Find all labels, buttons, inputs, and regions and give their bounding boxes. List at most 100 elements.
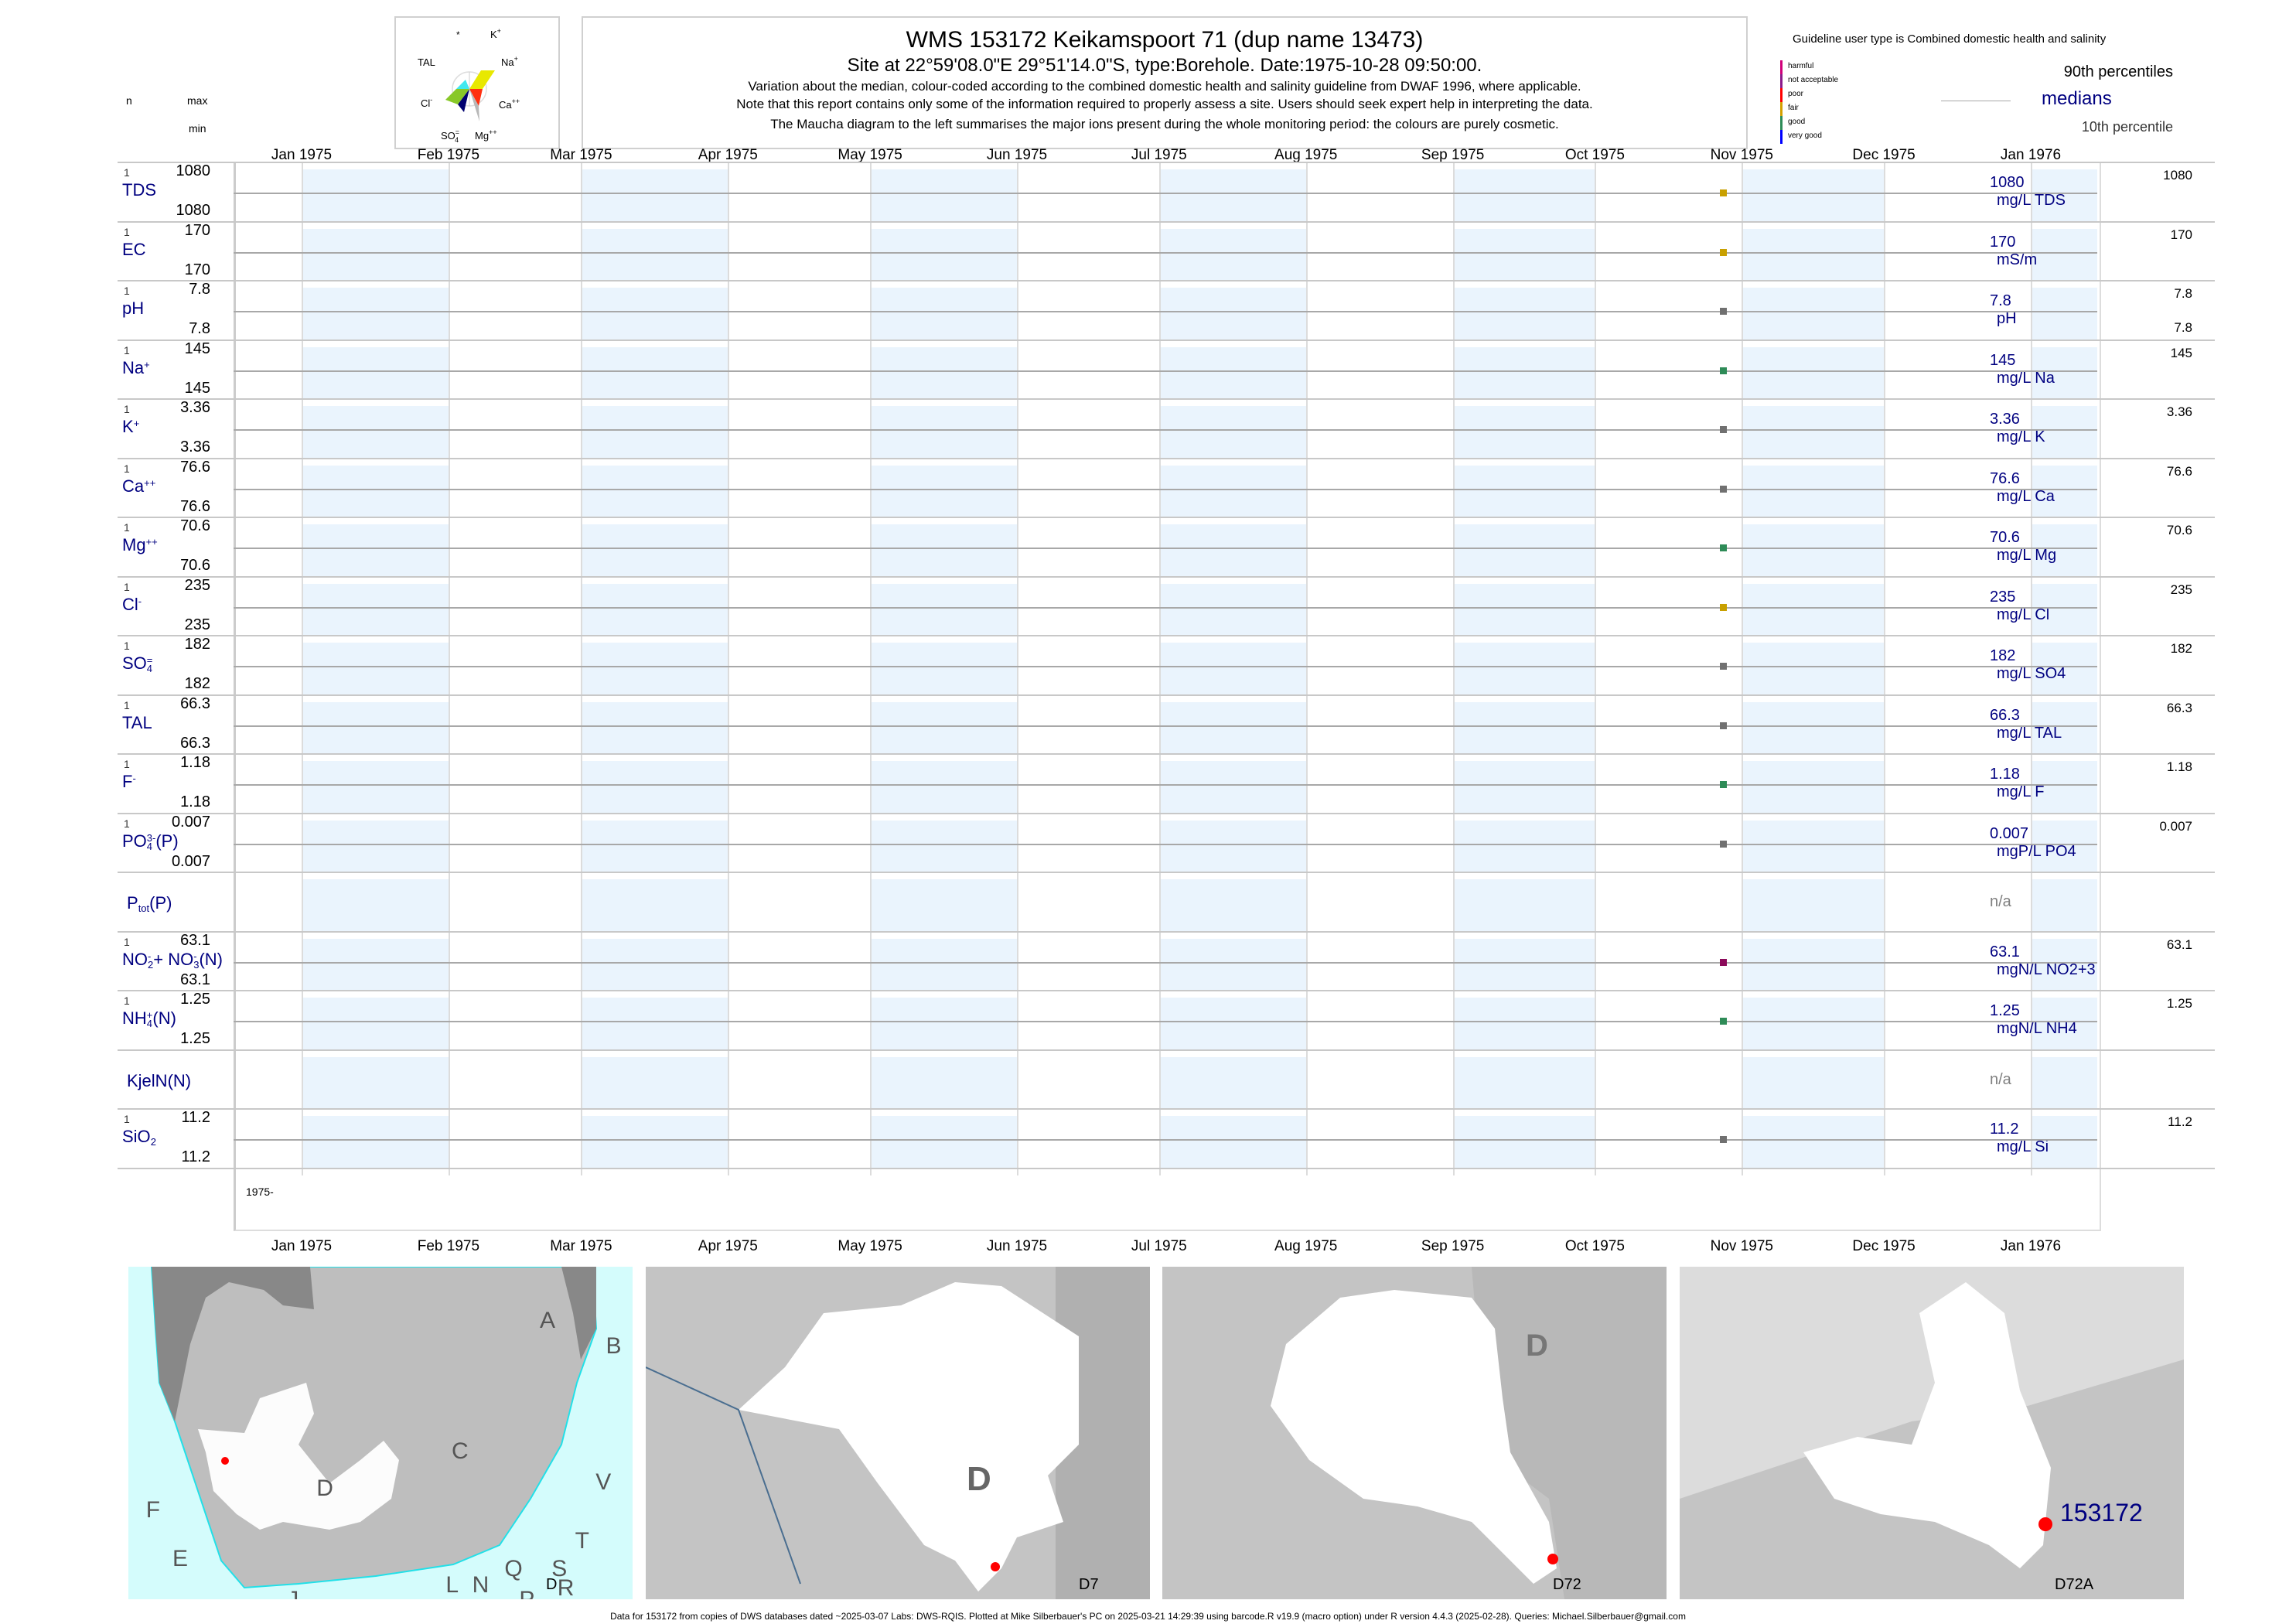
class-color-bar (1780, 102, 1783, 116)
right-max-value: 235 (2170, 582, 2192, 597)
tick-label-bottom: Feb 1975 (417, 1238, 480, 1254)
right-max-value: 1080 (2163, 168, 2192, 183)
subscript: tot (138, 902, 150, 915)
parameter-row: KjelN(N) n/a (118, 1049, 2215, 1111)
parameter-name-script: 2 (151, 1129, 156, 1147)
max-value: 1.25 (180, 991, 210, 1008)
parameter-name-part: SO (122, 653, 147, 673)
month-band (1160, 761, 1306, 813)
data-point (1719, 722, 1727, 729)
rows-bottom-border (118, 1167, 2215, 1169)
parameter-name-part: TAL (122, 712, 152, 732)
start-year-label: 1975- (246, 1186, 274, 1198)
month-band (303, 701, 449, 753)
parameter-row: SiO 2 1 11.2 11.2 11.2 mg/L Si 11.2 (118, 1108, 2215, 1169)
month-band (1743, 701, 1885, 753)
map-region-letter: V (595, 1469, 612, 1496)
median-line (234, 488, 2097, 490)
tick-label-top: Jun 1975 (986, 147, 1048, 163)
parameter-name-script: -3 (193, 951, 199, 970)
month-band (303, 583, 449, 635)
data-point (1719, 1136, 1727, 1144)
month-band (1160, 465, 1306, 517)
month-band (582, 761, 728, 813)
month-band (582, 524, 728, 576)
tick-label-bottom: Oct 1975 (1564, 1238, 1625, 1254)
month-band (582, 879, 728, 931)
month-band (1454, 524, 1595, 576)
sample-count: 1 (124, 521, 130, 534)
month-band (582, 169, 728, 221)
parameter-row: TDS 1 1080 1080 1080 mg/L TDS 1080 (118, 162, 2215, 223)
month-band (1454, 346, 1595, 398)
map-d7: D D7 (646, 1267, 1150, 1599)
median-line (234, 961, 2097, 964)
max-value: 235 (184, 576, 210, 594)
month-band (1743, 406, 1885, 458)
map-d72: D D72 (1162, 1267, 1667, 1599)
parameter-name-part: (P) (149, 893, 172, 913)
parameter-name: SiO 2 (122, 1127, 156, 1147)
map-region-letter: J (287, 1587, 299, 1599)
month-band (2032, 820, 2097, 872)
month-gridline (1452, 162, 1455, 1175)
month-band (1160, 524, 1306, 576)
tick-label-bottom: Jun 1975 (986, 1238, 1048, 1254)
right-max-value: 3.36 (2166, 404, 2192, 419)
median-value: 182 (1990, 647, 2016, 664)
month-band (303, 998, 449, 1049)
min-value: 63.1 (180, 971, 210, 988)
median-value: 145 (1990, 351, 2016, 369)
median-value: 7.8 (1990, 292, 2011, 309)
parameter-row: TAL 1 66.3 66.3 66.3 mg/L TAL 66.3 (118, 694, 2215, 756)
month-band (303, 406, 449, 458)
right-max-value: 63.1 (2166, 937, 2192, 952)
unit-label: mS/m (1997, 251, 2038, 268)
median-line (234, 725, 2097, 727)
class-color-bar (1780, 74, 1783, 88)
max-value: 70.6 (180, 517, 210, 534)
site-marker (991, 1562, 1000, 1571)
parameter-name-script: + (134, 418, 140, 436)
parameter-name: NH +4 (N) (122, 1008, 176, 1029)
map3-region-label: D (1526, 1329, 1548, 1363)
max-value: 76.6 (180, 458, 210, 476)
month-band (872, 938, 1018, 990)
median-value: 76.6 (1990, 469, 2020, 487)
month-band (1454, 288, 1595, 339)
month-band (2032, 169, 2097, 221)
month-band (2032, 761, 2097, 813)
month-band (303, 643, 449, 694)
tick-label-top: Apr 1975 (698, 147, 758, 163)
map-region-letter: R (557, 1575, 575, 1599)
note-variation: Variation about the median, colour-coded… (748, 79, 1581, 94)
month-band (582, 228, 728, 280)
parameter-name: Na + (122, 358, 150, 378)
parameter-row: SO = 4 1 182 182 182 mg/L SO4 182 (118, 635, 2215, 696)
parameter-name-script: + (144, 360, 150, 377)
parameter-name-part: (N) (152, 1008, 176, 1028)
parameter-name-script: ++ (146, 537, 158, 554)
median-line (234, 1139, 2097, 1141)
median-value: 70.6 (1990, 529, 2020, 546)
max-value: 1.18 (180, 754, 210, 771)
min-value: 7.8 (189, 320, 210, 337)
maucha-diagram: * K+ TAL Na+ Cl- Ca++ SO= 4 Mg++ (394, 16, 560, 149)
month-band (303, 761, 449, 813)
superscript: ++ (145, 536, 158, 548)
maucha-na-sector (469, 70, 495, 89)
data-point (1719, 958, 1727, 966)
median-value: 3.36 (1990, 411, 2020, 428)
month-band (582, 938, 728, 990)
unit-label: mgP/L PO4 (1997, 842, 2076, 860)
unit-label: mg/L F (1997, 783, 2045, 800)
parameter-row: K + 1 3.36 3.36 3.36 mg/L K 3.36 (118, 398, 2215, 459)
month-band (1743, 583, 1885, 635)
parameter-name: TAL (122, 713, 152, 733)
month-band (1743, 169, 1885, 221)
median-value: 1080 (1990, 174, 2025, 191)
min-value: 66.3 (180, 734, 210, 752)
map-region-letter: Q (504, 1556, 523, 1582)
parameter-name-part: Ca (122, 476, 145, 496)
parameter-row: NH +4 (N) 1 1.25 1.25 1.25 mgN/L NH4 1.25 (118, 990, 2215, 1051)
